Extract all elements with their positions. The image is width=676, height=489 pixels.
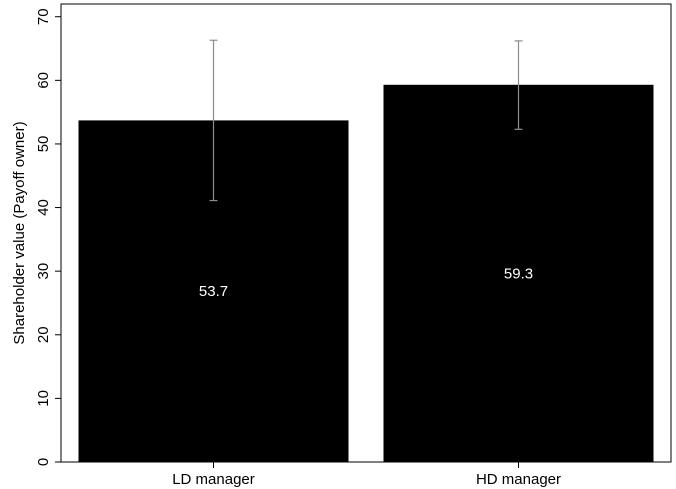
y-tick-label: 0 bbox=[35, 458, 52, 466]
y-axis-title: Shareholder value (Payoff owner) bbox=[11, 121, 28, 344]
y-tick-label: 20 bbox=[35, 326, 52, 343]
y-tick-label: 10 bbox=[35, 390, 52, 407]
bar-data-label: 53.7 bbox=[199, 283, 228, 300]
plot-frame bbox=[60, 3, 672, 463]
bars: 53.7 59.3 bbox=[78, 39, 654, 463]
y-axis: 0 10 20 30 40 50 60 70 bbox=[35, 8, 61, 466]
bar-data-label: 59.3 bbox=[504, 265, 533, 282]
y-tick-label: 30 bbox=[35, 263, 52, 280]
x-tick-label: HD manager bbox=[476, 471, 561, 488]
y-tick-label: 50 bbox=[35, 136, 52, 153]
y-tick-label: 40 bbox=[35, 199, 52, 216]
x-tick-label: LD manager bbox=[172, 471, 255, 488]
x-axis: LD manager HD manager bbox=[172, 462, 561, 488]
bar-hd-manager bbox=[383, 84, 654, 463]
y-tick-label: 60 bbox=[35, 72, 52, 89]
y-tick-label: 70 bbox=[35, 8, 52, 25]
